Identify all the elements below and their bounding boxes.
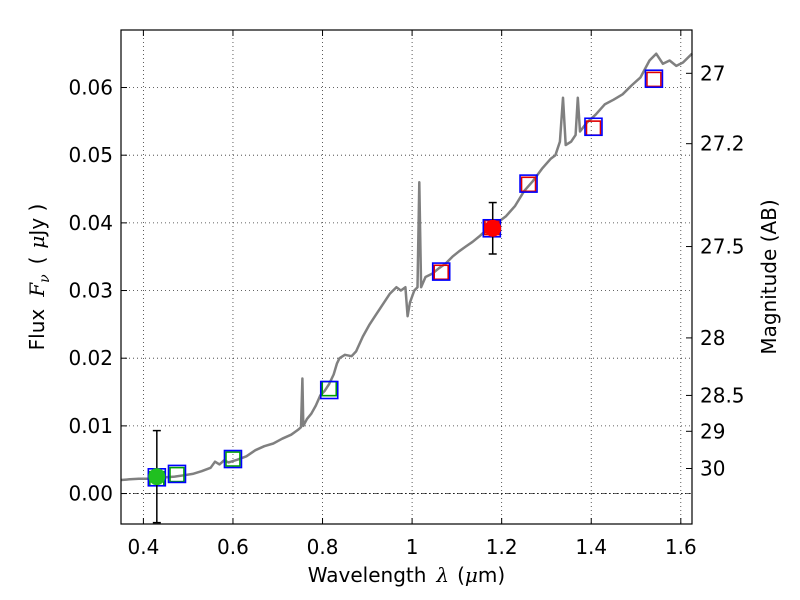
magnitude-tick-label-2: 27.5	[700, 235, 745, 259]
green-open-squares-marker-1	[169, 466, 185, 483]
x-tick-label-5: 1.4	[575, 535, 607, 559]
blue-open-squares-marker-2	[223, 449, 243, 469]
blue-open-squares-marker-3	[319, 380, 339, 400]
x-axis-symbol: λ	[435, 563, 449, 587]
magnitude-tick-label-3: 28	[700, 326, 725, 350]
red-open-squares-marker-0	[433, 264, 450, 281]
y-tick-label-3: 0.03	[68, 279, 113, 303]
blue-open-squares-marker-8	[644, 69, 664, 89]
magnitude-tick-label-4: 28.5	[700, 383, 745, 407]
magnitude-axis-title: Magnitude (AB)	[757, 199, 781, 354]
x-axis-title-word: Wavelength	[308, 563, 427, 587]
plot-frame	[120, 29, 693, 525]
y-tick-label-4: 0.04	[68, 211, 113, 235]
x-axis-open-paren: (	[457, 563, 465, 587]
spectrum-layer	[120, 52, 693, 482]
marker-layer	[147, 69, 664, 524]
y-axis-symbol-subscript: ν	[37, 274, 53, 283]
y-tick-label-0: 0.00	[68, 482, 113, 506]
y-axis-title-word: Flux	[25, 309, 49, 351]
x-axis-unit-rest: m)	[478, 563, 505, 587]
x-tick-label-1: 0.6	[217, 535, 249, 559]
green-filled-point-marker-0	[148, 468, 166, 486]
green-open-squares-marker-2	[225, 451, 241, 467]
x-axis-title: Wavelength λ (μm)	[308, 563, 505, 587]
blue-open-squares-marker-7	[584, 117, 603, 137]
red-filled-point-marker-0	[484, 219, 502, 237]
y-axis-unit-mu: μ	[25, 236, 49, 249]
spectrum-line	[120, 52, 693, 482]
x-tick-label-4: 1.2	[486, 535, 518, 559]
y-axis-unit-rest: Jy )	[25, 204, 49, 238]
blue-open-squares-marker-4	[431, 262, 451, 281]
ticks: 0.4 0.6 0.8 1 1.2 1.4 1.6 0.00 0.01 0.02 0.03 0.04 0…	[68, 30, 745, 559]
magnitude-tick-label-0: 27	[700, 61, 725, 85]
x-tick-label-0: 0.4	[127, 535, 159, 559]
x-tick-label-2: 0.8	[307, 535, 339, 559]
blue-open-squares-marker-1	[167, 464, 187, 484]
x-tick-label-3: 1	[406, 535, 419, 559]
magnitude-tick-label-6: 30	[700, 457, 725, 481]
y-tick-label-6: 0.06	[68, 76, 113, 100]
y-tick-label-1: 0.01	[68, 414, 113, 438]
magnitude-tick-label-5: 29	[700, 419, 725, 443]
y-tick-label-2: 0.02	[68, 346, 113, 370]
y-axis-open-paren: (	[25, 257, 49, 265]
y-tick-label-5: 0.05	[68, 143, 113, 167]
x-tick-label-6: 1.6	[665, 535, 697, 559]
blue-open-squares-marker-6	[519, 174, 538, 193]
magnitude-tick-label-1: 27.2	[700, 132, 745, 156]
y-axis-symbol: F	[25, 282, 49, 298]
red-open-squares-marker-2	[520, 176, 537, 193]
x-axis-unit-mu: μ	[465, 563, 478, 587]
y-axis-title: Flux Fν ( μJy )	[25, 204, 53, 351]
red-open-squares-marker-4	[646, 71, 662, 88]
